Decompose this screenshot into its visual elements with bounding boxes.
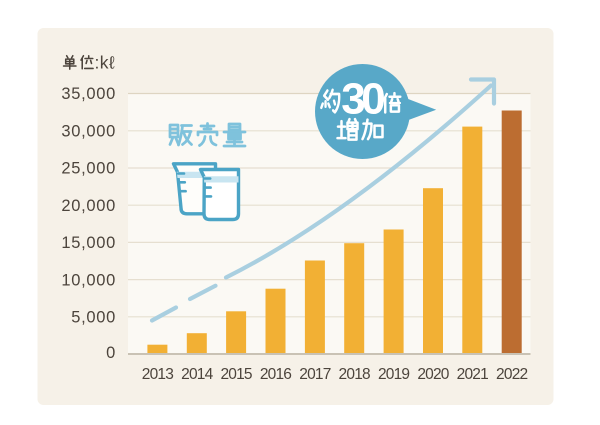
svg-text:25,000: 25,000 xyxy=(61,160,116,178)
svg-text:2019: 2019 xyxy=(378,366,409,383)
svg-text:30,000: 30,000 xyxy=(61,123,116,141)
svg-text:2013: 2013 xyxy=(142,366,173,383)
svg-text:30: 30 xyxy=(341,75,384,124)
svg-text::kℓ: :kℓ xyxy=(95,52,115,72)
svg-text:2015: 2015 xyxy=(220,366,251,383)
svg-text:2018: 2018 xyxy=(339,366,370,383)
svg-text:15,000: 15,000 xyxy=(61,234,116,252)
svg-text:2014: 2014 xyxy=(181,366,213,383)
svg-text:2017: 2017 xyxy=(299,366,330,383)
svg-text:35,000: 35,000 xyxy=(61,85,116,103)
svg-text:5,000: 5,000 xyxy=(71,309,116,327)
svg-text:20,000: 20,000 xyxy=(61,197,116,215)
svg-text:0: 0 xyxy=(106,344,116,362)
svg-text:2022: 2022 xyxy=(496,366,527,383)
svg-text:2020: 2020 xyxy=(417,366,449,383)
svg-text:2016: 2016 xyxy=(260,366,291,383)
svg-text:10,000: 10,000 xyxy=(61,271,116,289)
svg-text:2021: 2021 xyxy=(457,366,488,383)
